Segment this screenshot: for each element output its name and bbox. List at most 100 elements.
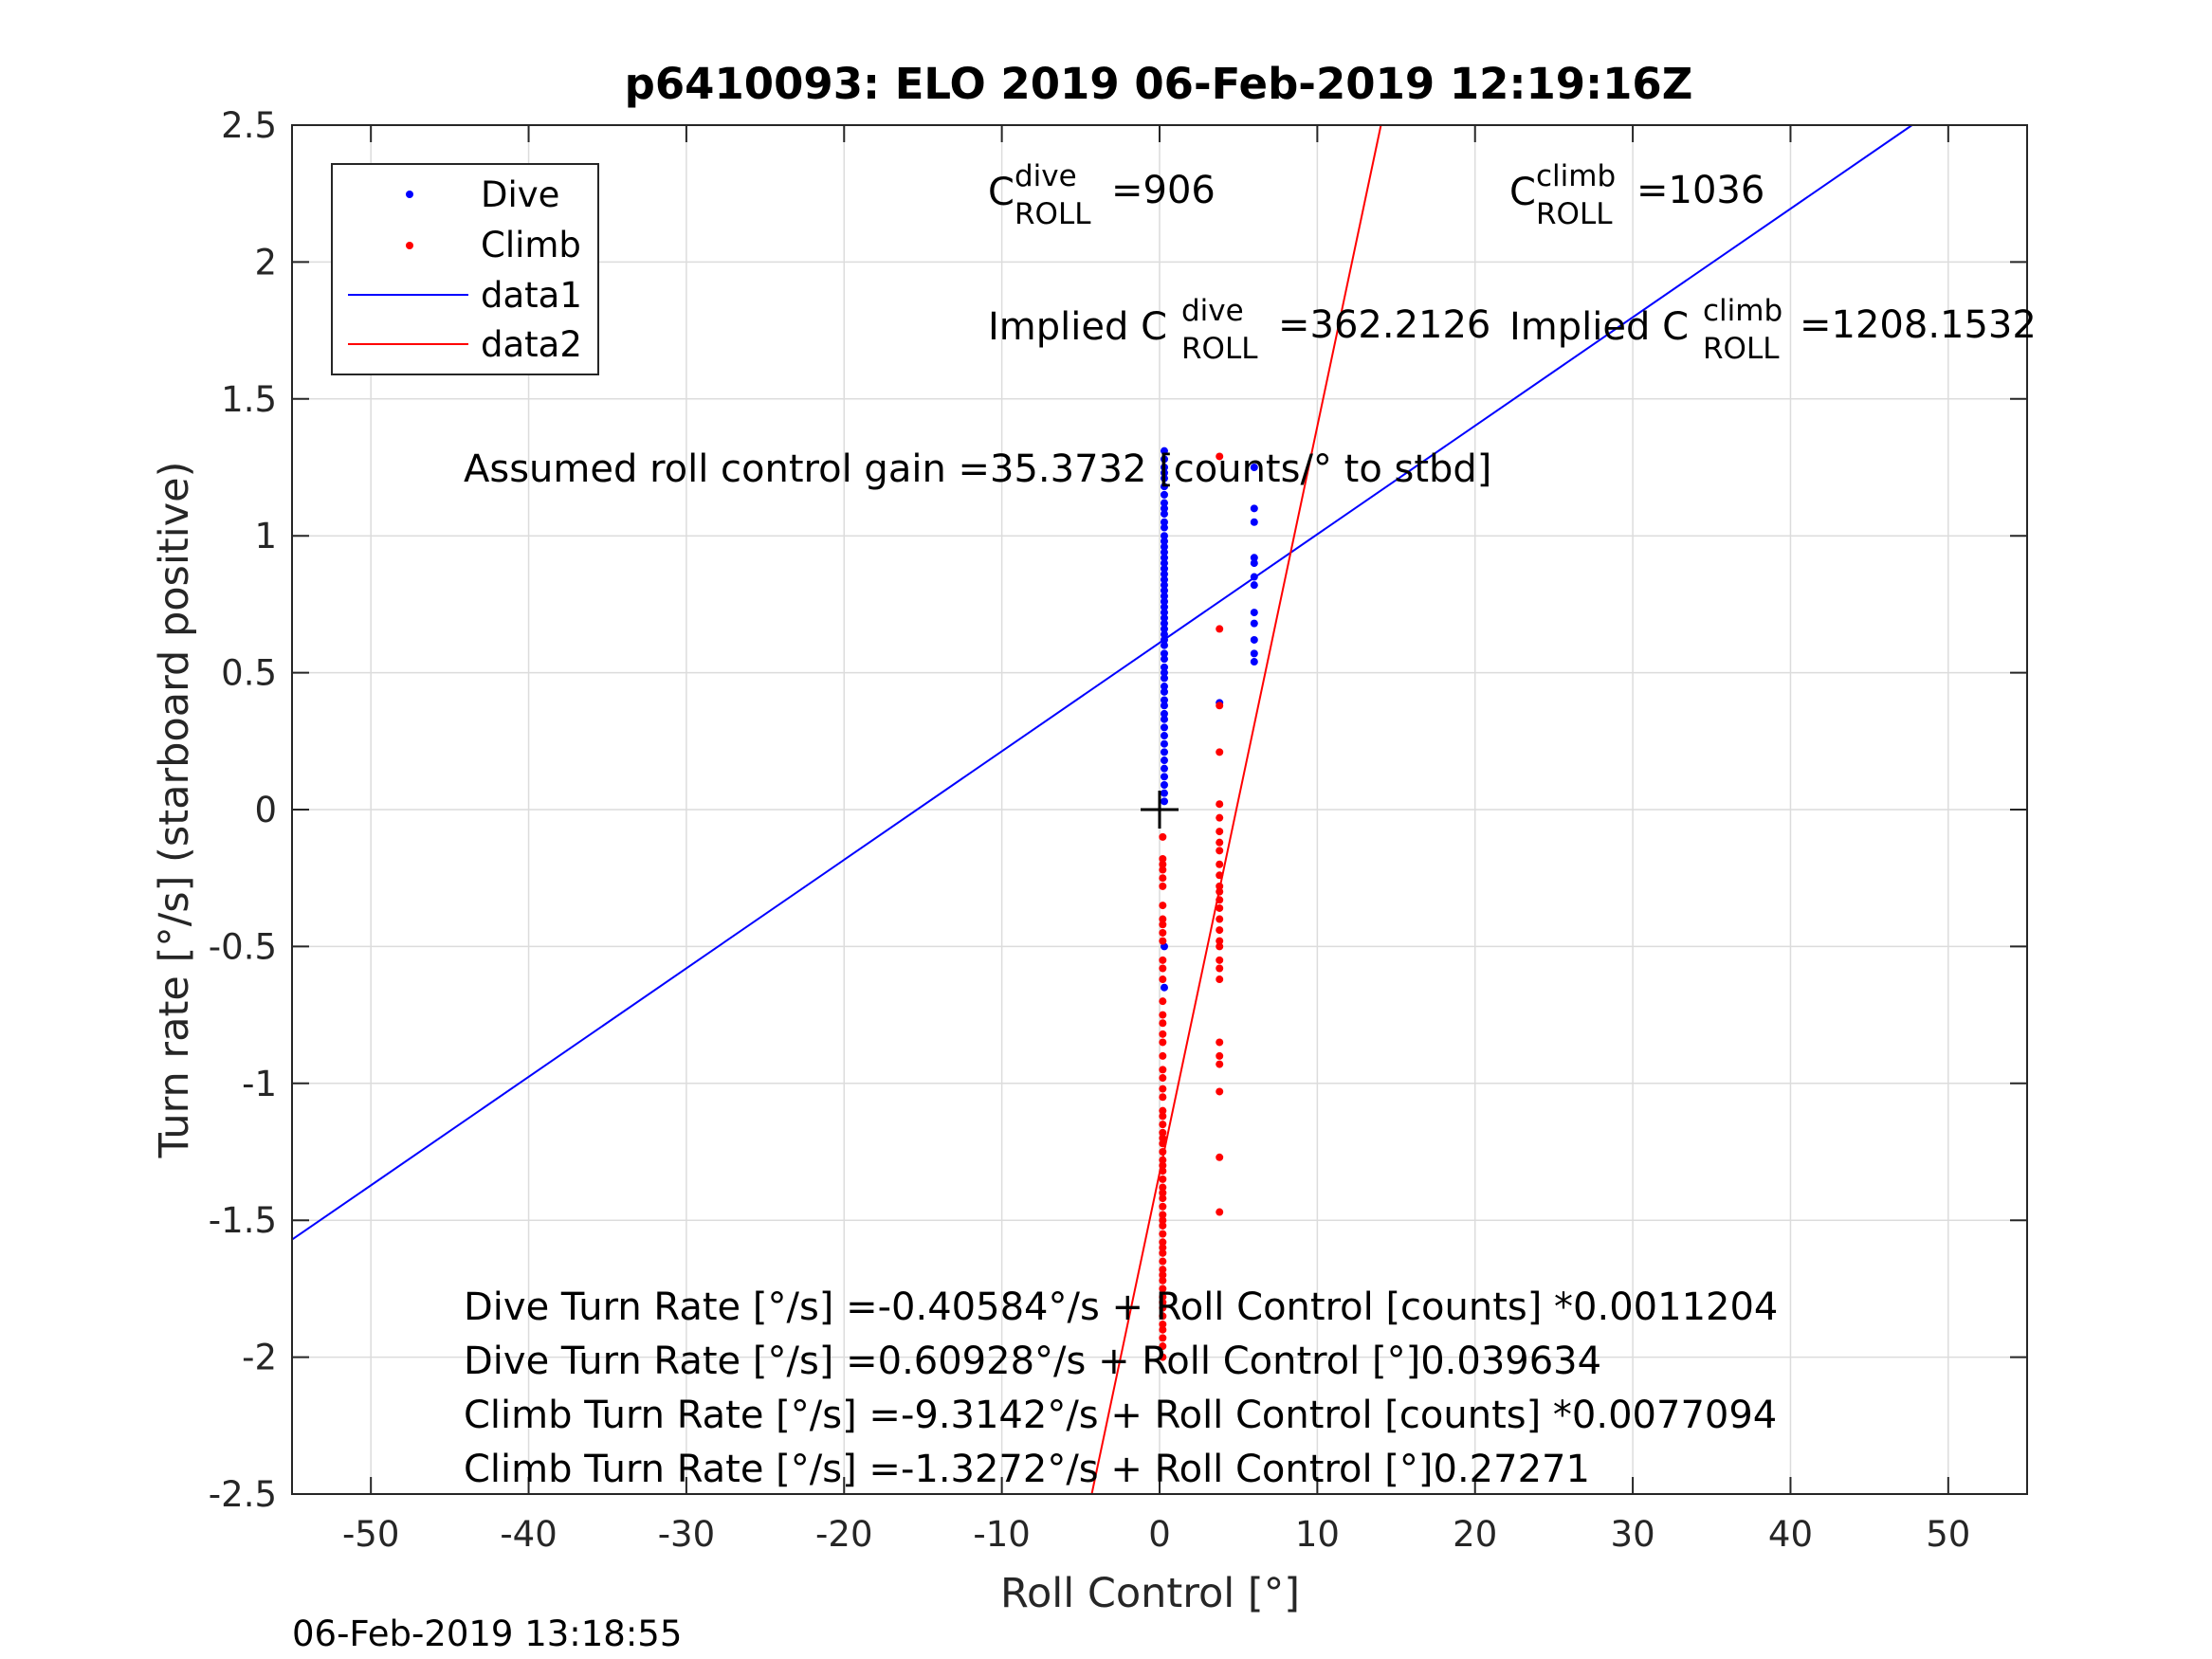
y-tick-label: 2.5: [221, 105, 277, 146]
y-tick-label: 2: [254, 242, 277, 283]
dive-point: [1160, 709, 1168, 718]
dive-point: [1160, 447, 1168, 455]
climb-point: [1159, 832, 1167, 841]
climb-point: [1216, 813, 1224, 822]
climb-point: [1159, 882, 1167, 890]
dive-point: [1160, 499, 1168, 507]
climb-point: [1159, 1249, 1167, 1257]
x-tick-label: -20: [815, 1514, 872, 1555]
climb-point: [1159, 1202, 1167, 1211]
data2-fit-line: [1090, 124, 1382, 1495]
implied-dive-sup: dive: [1181, 294, 1244, 328]
climb-point: [1216, 915, 1224, 923]
climb-point: [1216, 1087, 1224, 1096]
dive-point: [1160, 564, 1168, 573]
climb-point: [1159, 975, 1167, 984]
axes: [291, 124, 2028, 1495]
legend-box: [331, 163, 599, 375]
x-tick-label: -50: [342, 1514, 399, 1555]
y-tick-label: -1.5: [209, 1200, 277, 1241]
dive-point: [1160, 542, 1168, 551]
climb-point: [1216, 828, 1224, 836]
dive-point: [1160, 537, 1168, 545]
x-tick-label: 10: [1295, 1514, 1340, 1555]
climb-point: [1216, 903, 1224, 912]
dive-point: [1160, 464, 1168, 471]
dive-point: [1250, 635, 1258, 644]
climb-point: [1159, 915, 1167, 923]
x-tick-label: -30: [658, 1514, 715, 1555]
dive-point: [1160, 687, 1168, 696]
climb-point: [1159, 1167, 1167, 1176]
climb-point: [1159, 854, 1167, 863]
tick-labels: -50 -40 -30 -20 -10 0 10 20 30 40 50-2.5-2-1.5-1-0…: [209, 105, 1971, 1555]
dive-point: [1160, 581, 1168, 590]
climb-point: [1159, 937, 1167, 945]
dive-point: [1160, 983, 1168, 992]
dive-point: [1160, 655, 1168, 664]
climb-point: [1216, 896, 1224, 904]
c-climb-sup: climb: [1536, 159, 1616, 193]
x-tick-label: 50: [1926, 1514, 1970, 1555]
implied-climb-annotation: Implied C climb ROLL =1208.1532: [1509, 294, 2037, 366]
legend-climb-marker: [406, 242, 413, 249]
climb-point: [1159, 1244, 1167, 1252]
dive-point: [1160, 468, 1168, 477]
climb-point: [1159, 1276, 1167, 1285]
x-axis-label: Roll Control [°]: [1000, 1570, 1300, 1617]
climb-point: [1159, 1074, 1167, 1083]
x-tick-label: 20: [1453, 1514, 1497, 1555]
dive-point: [1160, 764, 1168, 773]
print-timestamp: 06-Feb-2019 13:18:55: [292, 1613, 682, 1654]
climb-point: [1159, 1312, 1167, 1321]
climb-point: [1216, 1060, 1224, 1068]
climb-point: [1159, 1139, 1167, 1148]
climb-point: [1216, 871, 1224, 880]
climb-point: [1159, 997, 1167, 1006]
climb-point: [1159, 1189, 1167, 1197]
dive-point: [1160, 575, 1168, 584]
climb-point: [1216, 882, 1224, 890]
climb-point: [1216, 956, 1224, 964]
climb-point: [1159, 1285, 1167, 1293]
c-dive-sup: dive: [1015, 159, 1077, 193]
y-tick-label: 1: [254, 516, 277, 556]
climb-point: [1159, 1293, 1167, 1302]
climb-point: [1159, 1353, 1167, 1361]
climb-point: [1216, 942, 1224, 951]
c-climb-annotation: C climb ROLL =1036: [1509, 159, 1764, 231]
legend-climb-label: Climb: [481, 225, 581, 265]
x-tick-label: -10: [973, 1514, 1030, 1555]
dive-point: [1160, 732, 1168, 740]
climb-point: [1159, 1128, 1167, 1137]
dive-point: [1160, 789, 1168, 797]
dive-point: [1160, 781, 1168, 790]
climb-point: [1159, 1304, 1167, 1312]
climb-point: [1159, 928, 1167, 937]
c-dive-base: C: [988, 171, 1015, 214]
climb-point: [1159, 1121, 1167, 1129]
climb-point: [1159, 1030, 1167, 1038]
dive-point: [1160, 609, 1168, 617]
x-tick-label: 0: [1148, 1514, 1171, 1555]
climb-point: [1159, 956, 1167, 964]
climb-point: [1216, 702, 1224, 710]
climb-point: [1216, 887, 1224, 896]
climb-point: [1216, 1038, 1224, 1047]
climb-point: [1159, 1038, 1167, 1047]
dive-point: [1160, 548, 1168, 556]
climb-point: [1159, 964, 1167, 973]
climb-point: [1159, 1216, 1167, 1225]
dive-point: [1160, 619, 1168, 628]
dive-point: [1250, 609, 1258, 617]
legend-data2-label: data2: [481, 324, 582, 365]
dive-point: [1160, 559, 1168, 568]
dive-point: [1160, 702, 1168, 710]
dive-point: [1160, 674, 1168, 683]
dive-equation-counts: Dive Turn Rate [°/s] =-0.40584°/s + Roll…: [464, 1285, 1778, 1329]
gain-annotation: Assumed roll control gain =35.3732 [coun…: [464, 447, 1491, 491]
implied-dive-prefix: Implied C: [988, 305, 1167, 349]
climb-point: [1159, 1342, 1167, 1351]
dive-point: [1160, 532, 1168, 540]
